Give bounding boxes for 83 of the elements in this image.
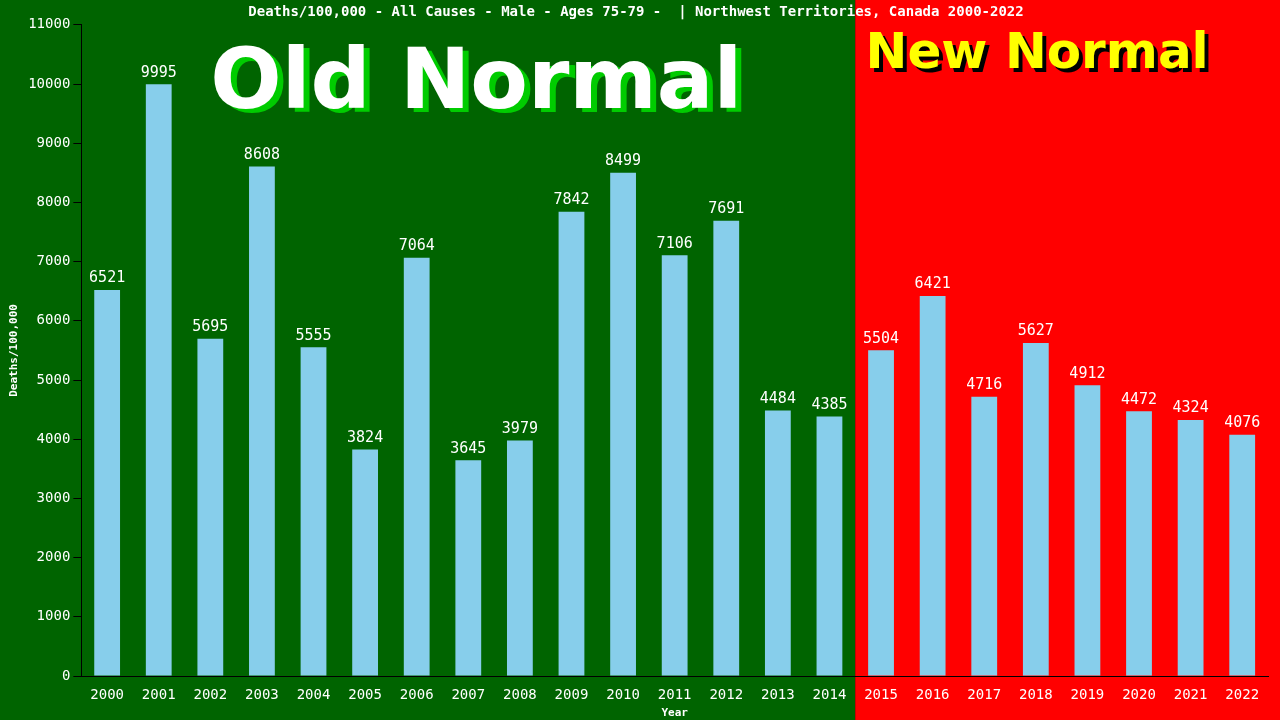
data-label: 4324 [1172,398,1209,417]
bar [1022,342,1049,676]
x-tick-label: 2012 [709,686,744,703]
bar [1074,385,1101,676]
x-tick-label: 2019 [1070,686,1105,703]
x-tick-label: 2001 [141,686,176,703]
x-tick-label: 2003 [245,686,279,703]
data-label: 9995 [140,62,177,81]
x-tick-label: 2008 [503,686,537,703]
bar [919,295,946,676]
bar [197,338,224,676]
bar [1177,420,1204,676]
data-label: 5695 [192,317,229,336]
x-tick-label: 2017 [967,686,1002,703]
bar [868,350,894,676]
bar [94,289,121,676]
data-label: 3824 [347,428,384,447]
x-tick-label: 2014 [812,686,847,703]
bar [971,396,998,676]
bar [249,166,275,676]
data-label: 7691 [708,199,745,218]
x-tick-label: 2020 [1122,686,1156,703]
bar [764,410,791,676]
data-label: 7842 [553,190,590,209]
bar [661,255,688,676]
bar [1126,411,1152,676]
data-label: 7106 [656,233,693,252]
x-tick-label: 2021 [1173,686,1208,703]
y-tick-label: 6000 [36,311,71,328]
bar [816,416,843,676]
x-tick-label: 2007 [451,686,486,703]
x-tick-label: 2013 [761,686,795,703]
x-tick-label: 2015 [864,686,898,703]
y-tick-label: 11000 [28,15,71,32]
data-label: 4385 [811,394,848,413]
y-tick-label: 2000 [36,548,71,565]
x-tick-label: 2009 [554,686,589,703]
y-tick-label: 5000 [36,370,71,387]
y-tick-label: 1000 [36,607,71,624]
bar [610,172,636,676]
data-label: 6521 [89,268,126,287]
y-tick-label: 10000 [28,74,71,91]
x-tick-label: 2002 [193,686,228,703]
bar [558,211,585,676]
y-tick-label: 7000 [36,252,71,269]
y-tick-label: 0 [61,666,71,683]
x-tick-label: 2000 [90,686,124,703]
data-label: 4912 [1069,363,1106,382]
bar [455,460,482,676]
bar [506,440,533,676]
y-tick-label: 4000 [36,429,71,446]
data-label: 5627 [1017,321,1054,340]
y-axis-title: Deaths/100,000 [7,304,21,397]
x-tick-label: 2004 [296,686,331,703]
y-tick-label: 8000 [36,193,71,210]
data-label: 6421 [914,274,951,293]
bar [300,347,327,676]
x-tick-label: 2018 [1018,686,1053,703]
x-tick-label: 2006 [399,686,434,703]
data-label: 4716 [966,375,1003,394]
data-label: 7064 [398,236,435,255]
x-tick-label: 2011 [657,686,692,703]
y-tick-label: 3000 [36,489,71,506]
data-label: 5504 [862,328,900,347]
x-tick-label: 2010 [606,686,640,703]
data-label: 8608 [243,144,280,163]
bar [145,84,172,676]
bar [403,257,430,676]
data-label: 3979 [501,418,538,437]
bar [713,220,740,676]
x-tick-label: 2016 [915,686,950,703]
data-label: 4484 [759,388,796,407]
y-tick-label: 9000 [36,133,71,150]
x-axis-title: Year [661,706,689,720]
data-label: 4076 [1224,413,1261,432]
x-tick-label: 2005 [348,686,382,703]
x-tick-label: 2022 [1225,686,1260,703]
bar [352,449,379,676]
data-label: 4472 [1120,389,1158,408]
data-label: 3645 [450,438,487,457]
data-label: 5555 [295,325,332,344]
bar [1229,434,1256,676]
data-label: 8499 [605,151,642,170]
